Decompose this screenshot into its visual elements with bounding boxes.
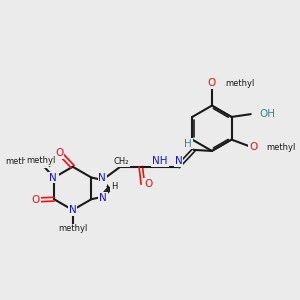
Text: methyl: methyl <box>5 157 34 166</box>
Text: OH: OH <box>260 109 276 119</box>
Text: methyl: methyl <box>225 79 255 88</box>
Text: methyl: methyl <box>58 224 87 233</box>
Text: N: N <box>69 205 76 215</box>
Text: H: H <box>184 139 192 148</box>
Text: H: H <box>111 182 117 191</box>
Text: CH₂: CH₂ <box>113 157 129 166</box>
Text: N: N <box>98 175 106 185</box>
Text: O: O <box>208 78 216 88</box>
Text: O: O <box>30 195 38 205</box>
Text: methyl: methyl <box>26 156 56 165</box>
Text: N: N <box>98 173 106 183</box>
Text: O: O <box>55 147 63 157</box>
Text: O: O <box>55 148 64 158</box>
Text: N: N <box>49 172 56 183</box>
Text: N: N <box>99 193 107 203</box>
Text: methyl: methyl <box>266 143 296 152</box>
Text: O: O <box>249 142 257 152</box>
Text: methyl: methyl <box>26 158 56 167</box>
Text: N: N <box>69 205 76 215</box>
Text: methyl: methyl <box>11 157 40 166</box>
Text: N: N <box>50 172 58 183</box>
Text: NH: NH <box>152 156 168 166</box>
Text: N: N <box>175 156 183 166</box>
Text: O: O <box>32 195 40 205</box>
Text: N: N <box>99 193 107 202</box>
Text: O: O <box>144 179 152 189</box>
